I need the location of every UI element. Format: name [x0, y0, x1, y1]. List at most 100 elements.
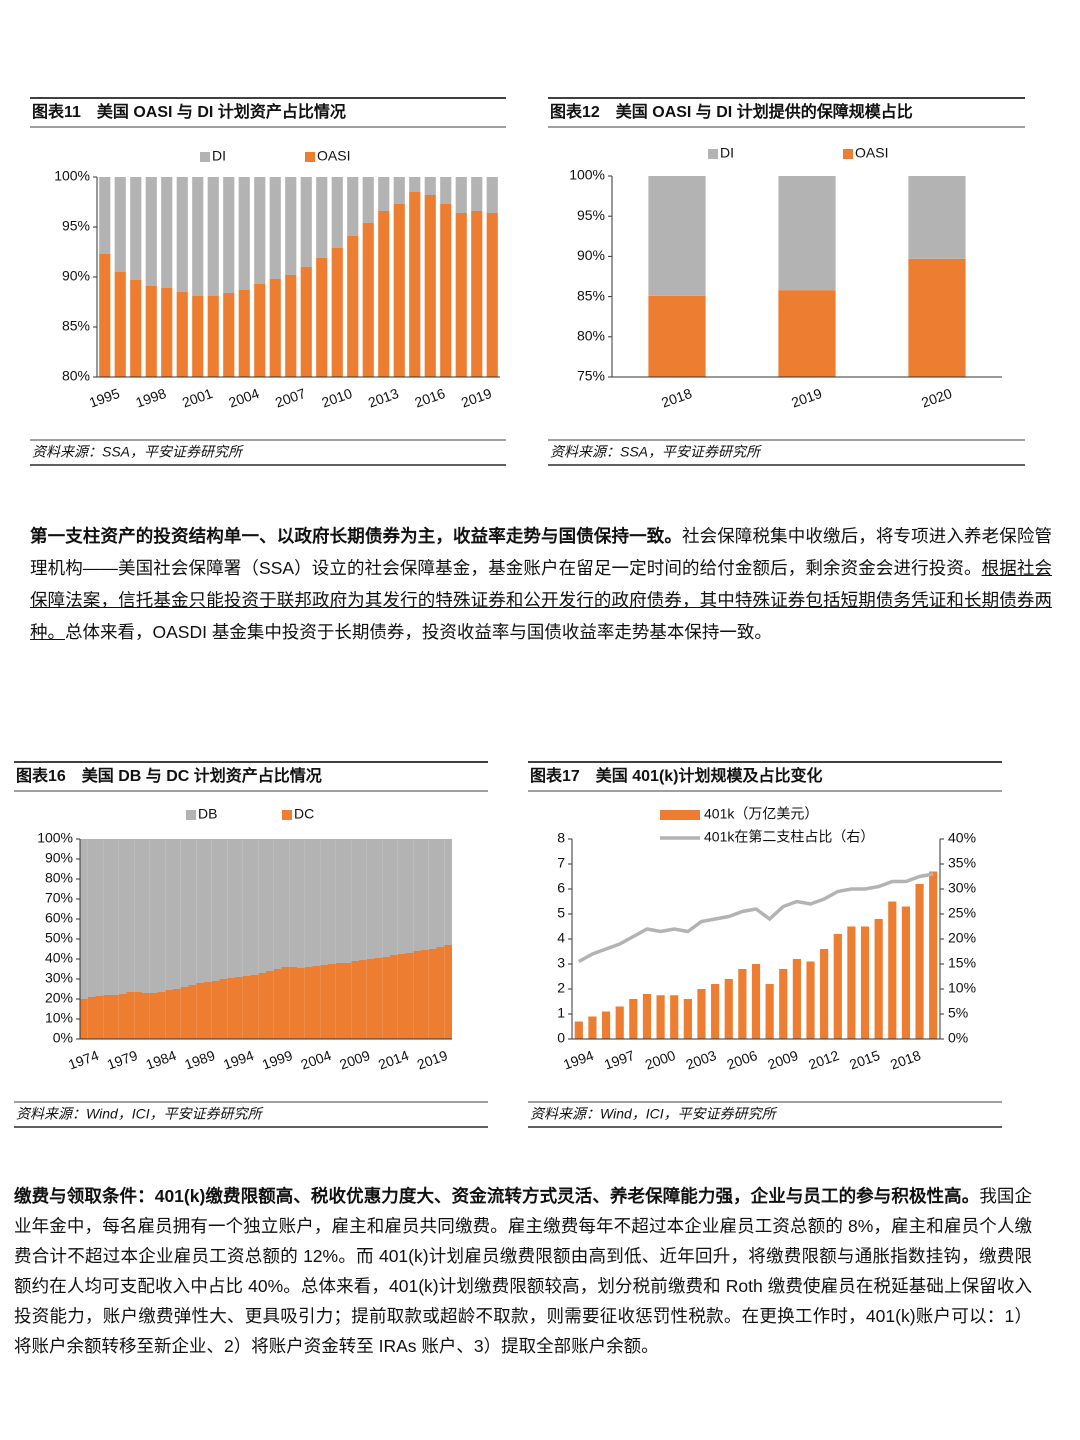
bar [874, 919, 883, 1039]
y-tick-label: 90% [62, 268, 90, 284]
y-tick-label: 80% [62, 368, 90, 384]
bar-segment [145, 286, 157, 377]
bar-segment [192, 296, 204, 377]
bar-segment [87, 997, 96, 1039]
bar-segment [114, 177, 126, 272]
bar-segment [393, 177, 405, 204]
x-tick-label: 1998 [133, 385, 168, 411]
y2-tick-label: 30% [948, 880, 976, 896]
y-tick-label: 95% [577, 207, 605, 223]
bar-segment [130, 177, 142, 280]
chart-title: 图表12 美国 OASI 与 DI 计划提供的保障规模占比 [550, 102, 913, 121]
bar-segment [297, 968, 305, 1039]
bar-segment [908, 176, 966, 259]
y-tick-label: 80% [577, 328, 605, 344]
bar-segment [300, 267, 312, 377]
bar-segment [304, 839, 313, 967]
bar-segment [289, 967, 297, 1039]
bar-segment [176, 177, 188, 292]
y-tick-label: 50% [45, 930, 73, 946]
y-tick-label: 95% [62, 218, 90, 234]
x-tick-label: 1994 [561, 1047, 596, 1073]
bar-segment [134, 992, 142, 1039]
bar-segment [266, 839, 274, 971]
bar-segment [204, 982, 212, 1039]
bar-segment [103, 839, 111, 995]
bar-segment [316, 258, 328, 377]
y-tick-label: 80% [45, 870, 73, 886]
bar [697, 989, 706, 1039]
bar-segment [180, 987, 189, 1039]
y-tick-label: 100% [54, 168, 90, 184]
bar-segment [211, 839, 220, 981]
source: 资料来源：SSA，平安证券研究所 [550, 444, 762, 460]
bar-segment [242, 976, 251, 1039]
bar-segment [219, 979, 228, 1039]
bar-segment [266, 971, 274, 1039]
y-tick-label: 0 [557, 1030, 565, 1046]
bar-segment [444, 945, 452, 1039]
bar-segment [413, 839, 421, 951]
bar-segment [258, 839, 266, 973]
bar-segment [471, 211, 483, 377]
bar-segment [188, 839, 197, 985]
bar-segment [289, 839, 297, 967]
bar-segment [436, 839, 445, 947]
y2-tick-label: 15% [948, 955, 976, 971]
bar-segment [273, 839, 282, 969]
bar [724, 979, 733, 1039]
bar-segment [126, 839, 135, 992]
bar [820, 949, 829, 1039]
bar-segment [99, 254, 111, 377]
y-tick-label: 100% [37, 830, 73, 846]
bar-segment [331, 177, 343, 248]
bar-segment [80, 839, 88, 999]
bar-segment [258, 973, 266, 1039]
source: 资料来源：Wind，ICI，平安证券研究所 [16, 1106, 264, 1122]
bar-segment [382, 839, 390, 957]
bar-segment [397, 839, 406, 954]
bar-segment [409, 177, 421, 192]
legend-label: DB [198, 806, 217, 822]
y-tick-label: 100% [569, 167, 605, 183]
bar-segment [250, 839, 259, 975]
bar-segment [165, 839, 173, 990]
bar-segment [378, 177, 390, 211]
x-tick-label: 2019 [415, 1047, 450, 1073]
bar-segment [238, 290, 250, 377]
bar-segment [343, 963, 352, 1039]
bar [711, 984, 720, 1039]
bar-segment [440, 177, 452, 204]
bar-segment [149, 839, 158, 993]
bar-segment [351, 839, 359, 961]
bar-segment [390, 955, 398, 1039]
bar [574, 1021, 583, 1039]
y-tick-label: 20% [45, 990, 73, 1006]
bar-segment [180, 839, 189, 987]
bar-segment [328, 839, 336, 964]
bar-segment [207, 296, 219, 377]
bar [806, 961, 815, 1039]
bar-segment [374, 958, 383, 1039]
bar-segment [648, 176, 706, 296]
bar-segment [444, 839, 452, 945]
bar-segment [192, 177, 204, 296]
bar-segment [157, 992, 166, 1039]
bar-segment [374, 839, 383, 958]
bar [929, 871, 938, 1039]
bar-segment [378, 211, 390, 377]
bar-segment [335, 839, 344, 963]
bar-segment [235, 839, 243, 977]
y-tick-label: 7 [557, 855, 565, 871]
bar-segment [238, 177, 250, 290]
bar-segment [130, 280, 142, 377]
bar [765, 984, 774, 1039]
bar-segment [366, 839, 375, 959]
x-tick-label: 2000 [643, 1047, 678, 1073]
y-tick-label: 85% [62, 318, 90, 334]
source: 资料来源：Wind，ICI，平安证券研究所 [530, 1106, 778, 1122]
y2-tick-label: 20% [948, 930, 976, 946]
y-tick-label: 2 [557, 980, 565, 996]
bar-segment [359, 839, 367, 960]
